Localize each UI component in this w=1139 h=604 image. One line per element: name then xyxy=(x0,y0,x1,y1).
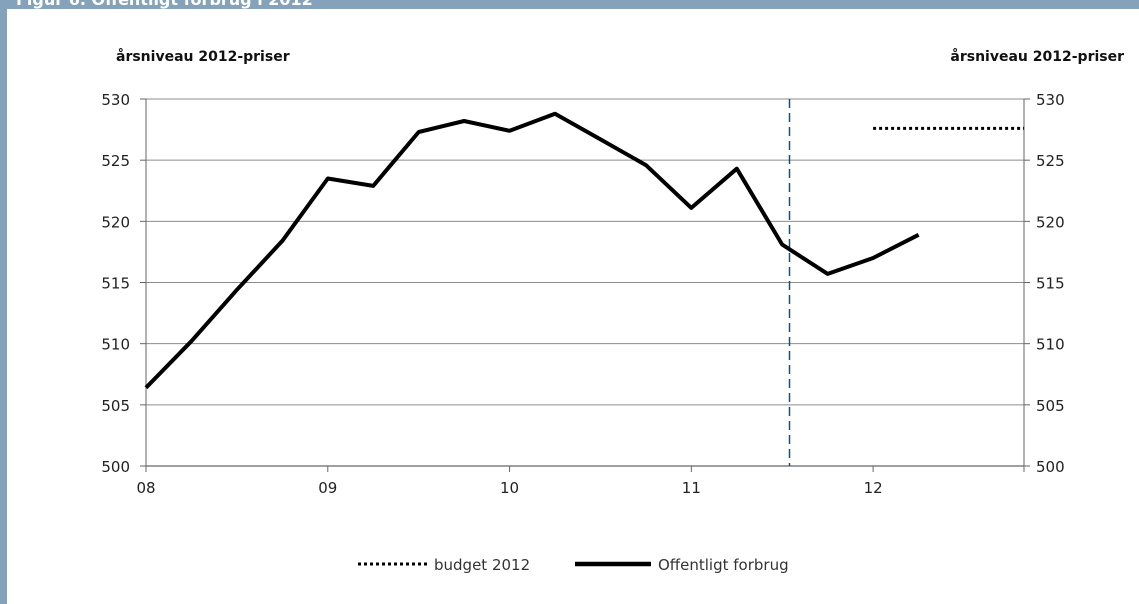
legend-label: budget 2012 xyxy=(434,556,530,574)
y-axis-title-right: årsniveau 2012-priser xyxy=(950,48,1124,65)
y-axis-title-left: årsniveau 2012-priser xyxy=(116,48,290,65)
series-line-offentligt-forbrug xyxy=(144,111,920,390)
x-tick-label: 12 xyxy=(864,479,883,497)
x-tick-label: 10 xyxy=(500,479,519,497)
y-tick-label-right: 505 xyxy=(1036,397,1065,415)
y-tick-label-right: 515 xyxy=(1036,275,1065,293)
y-tick-label-left: 515 xyxy=(101,275,130,293)
y-tick-label-left: 530 xyxy=(101,91,130,109)
y-tick-label-left: 520 xyxy=(101,213,130,231)
y-tick-label-left: 505 xyxy=(101,397,130,415)
axes xyxy=(140,98,1030,472)
series-layer xyxy=(144,111,1024,390)
y-tick-label-right: 510 xyxy=(1036,336,1065,354)
y-tick-label-left: 525 xyxy=(101,152,130,170)
y-tick-label-right: 525 xyxy=(1036,152,1065,170)
x-tick-label: 11 xyxy=(682,479,701,497)
legend: budget 2012 Offentligt forbrug xyxy=(358,556,789,574)
figure-title: Figur 6. Offentligt forbrug i 2012 xyxy=(16,0,313,9)
y-tick-label-left: 500 xyxy=(101,458,130,476)
gridlines xyxy=(146,98,1024,406)
x-tick-label: 09 xyxy=(318,479,337,497)
y-tick-label-right: 500 xyxy=(1036,458,1065,476)
tick-labels: 500 500 505 505 510 510 515 515 520 520 525 525 530 5… xyxy=(101,91,1064,497)
left-accent-rule xyxy=(0,9,7,604)
y-tick-label-right: 530 xyxy=(1036,91,1065,109)
x-tick-label: 08 xyxy=(136,479,155,497)
y-tick-label-left: 510 xyxy=(101,336,130,354)
figure-title-bar: Figur 6. Offentligt forbrug i 2012 xyxy=(0,0,1139,9)
legend-label: Offentligt forbrug xyxy=(658,556,789,574)
y-tick-label-right: 520 xyxy=(1036,213,1065,231)
